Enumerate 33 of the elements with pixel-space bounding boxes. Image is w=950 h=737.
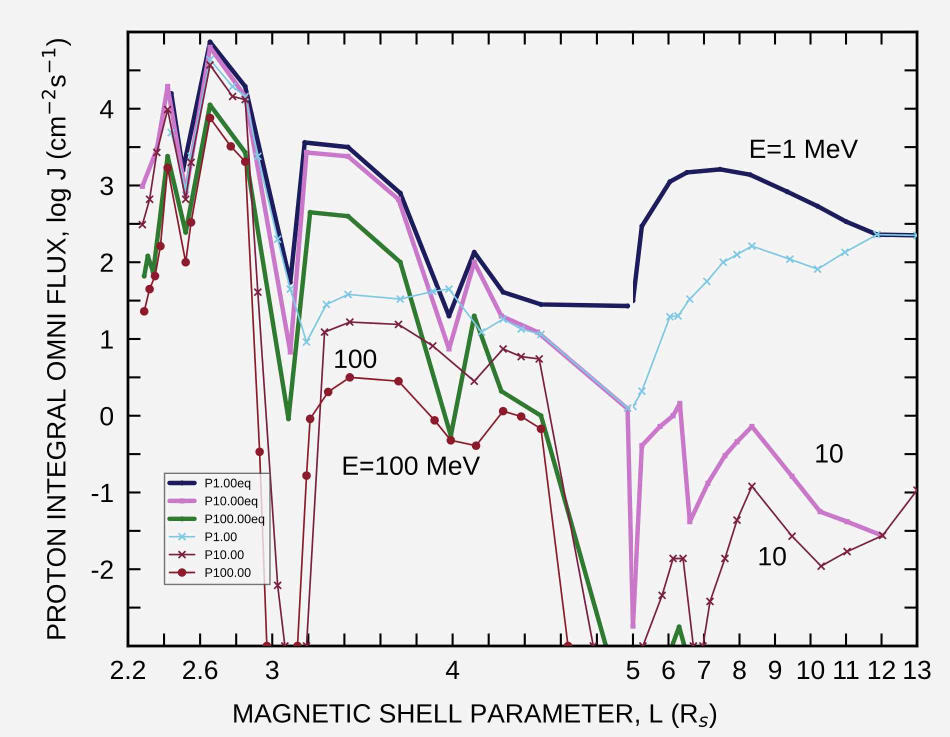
y-tick-label: 3 (100, 176, 113, 196)
x-tick-label: 4 (446, 660, 460, 679)
y-tick-label: 1 (101, 330, 113, 349)
y-tick-label: 4 (100, 100, 114, 118)
y-tick-label: 2 (100, 253, 113, 272)
x-axis-title: MAGNETIC SHELL PARAMETER, L (R$_{s}$) (234, 703, 716, 728)
annotation: 10 (760, 546, 786, 566)
x-tick-label: 11 (834, 660, 858, 679)
x-tick-label: 3 (266, 660, 278, 680)
x-tick-label: 9 (768, 660, 782, 680)
annotation: 10 (816, 444, 843, 463)
annotation: E=100 MeV (344, 456, 480, 476)
legend-label: P1.00eq (206, 478, 250, 490)
x-tick-label: 13 (904, 660, 931, 680)
legend-label: P100.00 (206, 568, 251, 577)
x-tick-label: 2.2 (110, 660, 145, 679)
y-tick-label: -1 (92, 484, 113, 502)
x-tick-label: 8 (733, 660, 746, 680)
legend-label: P1.00 (206, 532, 237, 542)
y-axis-title: PROTON INTEGRAL OMNI FLUX, log J (cm$^{−2}$s$^{−1}$) (42, 39, 71, 639)
annotation: 100 (335, 349, 376, 368)
legend-label: P10.00eq (206, 496, 258, 508)
legend-label: P100.00eq (206, 514, 264, 526)
legend-label: P10.00 (206, 550, 244, 560)
y-tick-label: -2 (92, 560, 113, 579)
y-tick-label: 0 (100, 406, 114, 426)
x-tick-label: 2.6 (183, 660, 218, 680)
x-tick-label: 6 (662, 660, 675, 680)
annotation: E=1 MeV (750, 140, 858, 158)
x-tick-label: 10 (798, 660, 824, 680)
x-tick-label: 5 (626, 660, 640, 680)
x-tick-label: 12 (868, 660, 895, 679)
x-tick-label: 7 (698, 660, 710, 679)
